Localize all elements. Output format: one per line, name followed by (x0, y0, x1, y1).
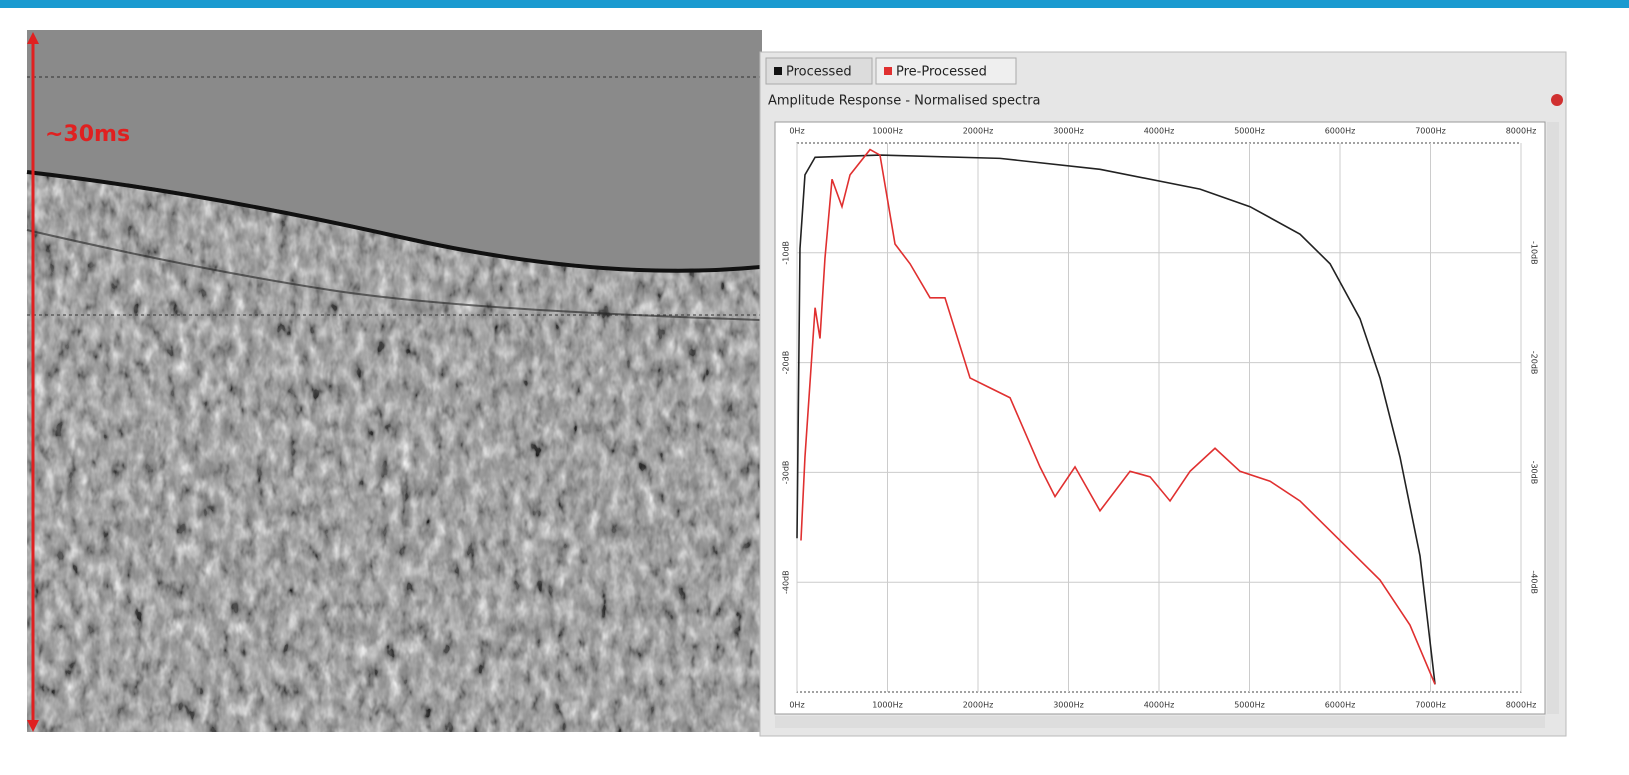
y-tick-label: -10dB (1530, 241, 1539, 265)
x-tick-label: 4000Hz (1144, 701, 1175, 710)
scrollbar[interactable] (775, 716, 1545, 728)
x-tick-label: 7000Hz (1415, 127, 1446, 136)
y-tick-label: -30dB (782, 461, 791, 485)
top-border (0, 0, 1629, 8)
x-tick-label: 3000Hz (1053, 701, 1084, 710)
y-tick-label: -40dB (782, 570, 791, 594)
tab-label[interactable]: Processed (786, 65, 852, 80)
x-tick-label: 2000Hz (963, 127, 994, 136)
close-button[interactable] (1551, 94, 1563, 106)
x-tick-label: 0Hz (789, 701, 804, 710)
scrollbar[interactable] (1547, 122, 1559, 714)
y-tick-label: -30dB (1530, 461, 1539, 485)
tab-label[interactable]: Pre-Processed (896, 65, 987, 80)
plot-area (775, 122, 1545, 714)
x-tick-label: 1000Hz (872, 127, 903, 136)
x-tick-label: 6000Hz (1325, 127, 1356, 136)
x-tick-label: 5000Hz (1234, 701, 1265, 710)
y-tick-label: -20dB (782, 351, 791, 375)
x-tick-label: 5000Hz (1234, 127, 1265, 136)
y-tick-label: -40dB (1530, 570, 1539, 594)
x-tick-label: 6000Hz (1325, 701, 1356, 710)
annotation: ~30ms (45, 122, 130, 147)
x-tick-label: 8000Hz (1506, 701, 1537, 710)
screen: ~30ms Processed Pre-Processed Amplitude … (0, 0, 1629, 775)
x-tick-label: 7000Hz (1415, 701, 1446, 710)
chart-title: Amplitude Response - Normalised spectra (768, 94, 1041, 109)
x-tick-label: 0Hz (789, 127, 804, 136)
legend-swatch (884, 67, 892, 75)
x-tick-label: 8000Hz (1506, 127, 1537, 136)
y-tick-label: -10dB (782, 241, 791, 265)
x-tick-label: 4000Hz (1144, 127, 1175, 136)
x-tick-label: 3000Hz (1053, 127, 1084, 136)
x-tick-label: 1000Hz (872, 701, 903, 710)
legend-swatch (774, 67, 782, 75)
y-tick-label: -20dB (1530, 351, 1539, 375)
x-tick-label: 2000Hz (963, 701, 994, 710)
